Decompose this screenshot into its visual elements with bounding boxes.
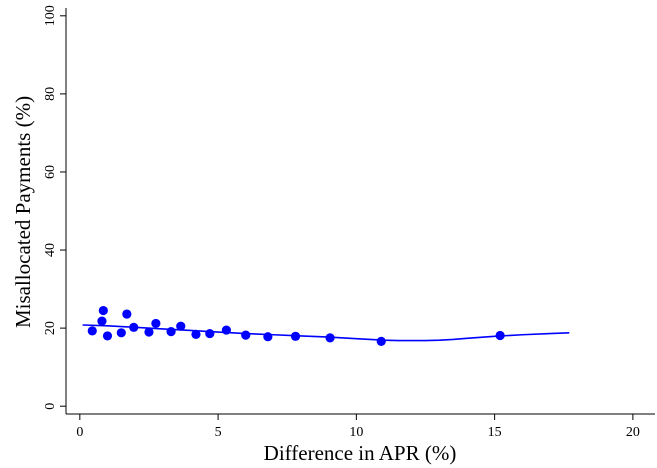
y-ticks: 0 20 40 60 80 100	[43, 5, 66, 410]
data-point	[263, 332, 273, 342]
data-point	[191, 329, 201, 339]
data-point	[205, 328, 215, 339]
y-tick-label: 80	[43, 87, 58, 101]
x-tick-label: 5	[215, 425, 222, 440]
data-point	[376, 336, 386, 346]
y-tick-label: 0	[43, 403, 58, 410]
y-tick-label: 100	[43, 5, 58, 26]
y-tick-label: 20	[43, 321, 58, 335]
data-point	[116, 328, 126, 338]
data-point	[325, 333, 335, 343]
data-point	[176, 321, 186, 331]
y-tick-label: 60	[43, 165, 58, 179]
data-point	[87, 326, 97, 336]
axes	[65, 8, 655, 415]
x-tick-label: 0	[76, 425, 83, 440]
data-point	[129, 322, 139, 332]
data-point	[102, 331, 113, 341]
data-point	[290, 331, 301, 341]
data-point	[166, 327, 176, 337]
data-point	[495, 330, 505, 341]
data-point	[98, 305, 108, 316]
points-layer	[87, 305, 505, 346]
data-point	[221, 325, 231, 335]
data-point	[144, 327, 154, 337]
y-tick-label: 40	[43, 243, 58, 257]
y-axis-title: Misallocated Payments (%)	[11, 96, 35, 328]
x-tick-label: 10	[349, 425, 363, 440]
data-point	[97, 316, 107, 326]
x-ticks: 0 5 10 15 20	[76, 414, 640, 440]
x-axis-title: Difference in APR (%)	[264, 441, 457, 465]
data-point	[122, 309, 132, 319]
data-point	[241, 330, 251, 340]
data-point	[151, 318, 161, 329]
x-tick-label: 15	[488, 425, 502, 440]
x-tick-label: 20	[626, 425, 640, 440]
